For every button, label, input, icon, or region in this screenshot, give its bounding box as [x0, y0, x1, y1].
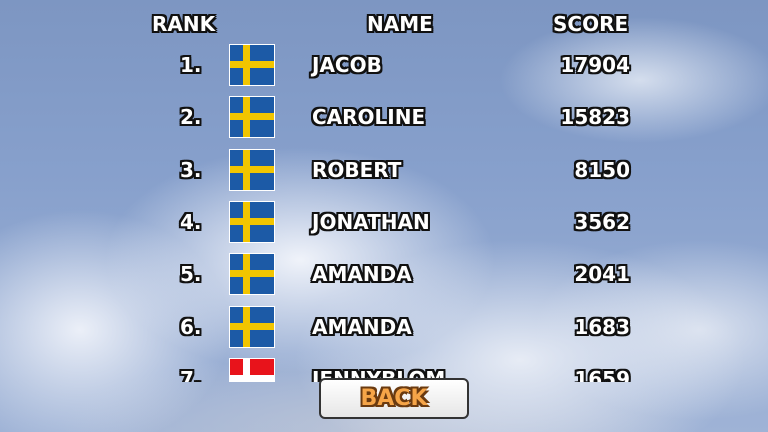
leaderboard-list[interactable]: 1. JACOB 17904 2. CAROLINE 15823 3. ROBERT… — [0, 40, 768, 382]
player-name: AMANDA — [312, 262, 412, 287]
sweden-flag-icon — [229, 96, 275, 139]
rank: 5. — [180, 262, 202, 287]
player-name: ROBERT — [312, 157, 402, 182]
score: 15823 — [560, 105, 630, 130]
rank: 2. — [180, 105, 202, 130]
score-header: SCORE — [553, 12, 629, 36]
sweden-flag-icon — [229, 148, 275, 191]
name-header: NAME — [367, 12, 433, 36]
leaderboard-row: 3. ROBERT 8150 — [0, 145, 768, 197]
rank: 7. — [180, 366, 202, 382]
leaderboard-row: 1. JACOB 17904 — [0, 40, 768, 92]
sweden-flag-icon — [229, 253, 275, 296]
leaderboard-row: 5. AMANDA 2041 — [0, 249, 768, 301]
player-name: JACOB — [312, 53, 382, 77]
sweden-flag-icon — [229, 305, 275, 348]
score: 1659 — [574, 366, 630, 382]
sweden-flag-icon — [229, 44, 275, 86]
sweden-flag-icon — [229, 200, 275, 243]
player-name: CAROLINE — [312, 105, 426, 130]
rank: 6. — [180, 314, 202, 339]
score: 2041 — [574, 262, 630, 287]
score: 17904 — [560, 53, 630, 77]
player-name: JONATHAN — [312, 209, 430, 234]
rank: 3. — [180, 157, 202, 182]
back-button[interactable]: BACK — [319, 378, 469, 419]
denmark-flag-icon — [229, 357, 275, 382]
leaderboard-row: 6. AMANDA 1683 — [0, 302, 768, 354]
leaderboard-row: 2. CAROLINE 15823 — [0, 92, 768, 144]
score: 1683 — [574, 314, 630, 339]
player-name: AMANDA — [312, 314, 412, 339]
leaderboard-row: 4. JONATHAN 3562 — [0, 197, 768, 249]
score: 3562 — [574, 209, 630, 234]
rank: 1. — [180, 53, 202, 77]
score: 8150 — [574, 157, 630, 182]
rank-header: RANK — [152, 12, 216, 36]
rank: 4. — [180, 209, 202, 234]
